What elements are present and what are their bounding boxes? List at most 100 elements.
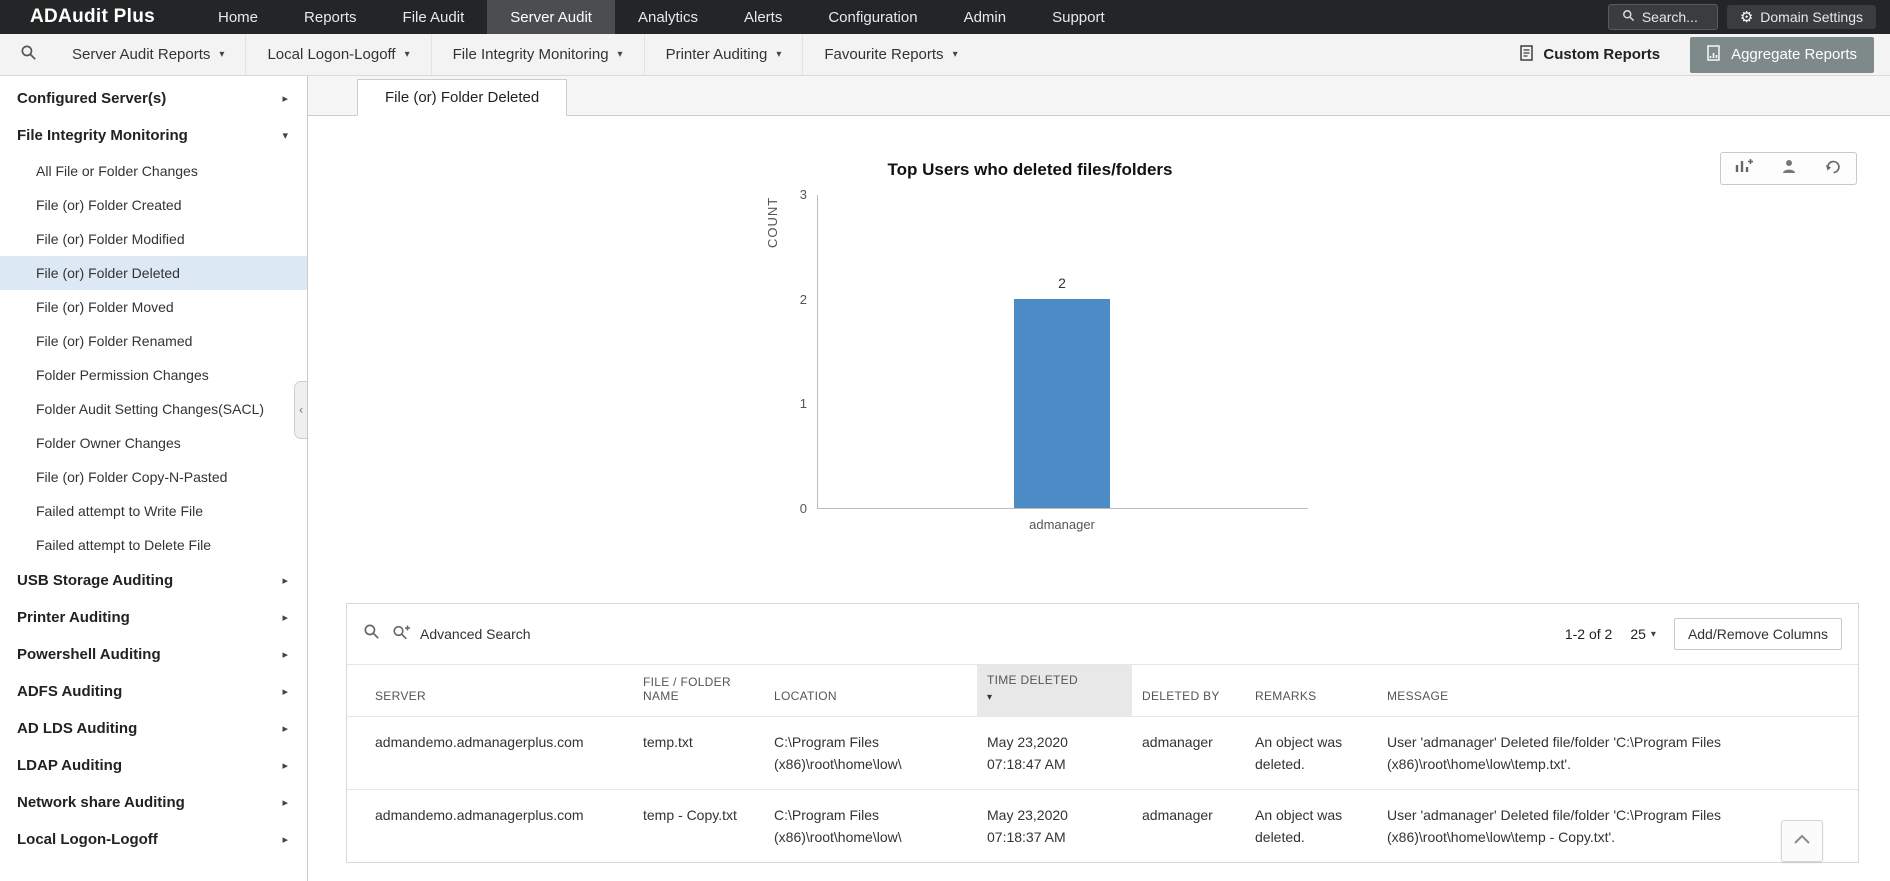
sidebar-item-label: ADFS Auditing [17,683,123,700]
sidebar-subitem[interactable]: Failed attempt to Write File [36,503,204,519]
column-header-server[interactable]: SERVER [347,664,633,717]
export-button[interactable] [1811,153,1856,184]
app-logo[interactable]: ADAudit Plus [30,6,155,27]
chart-type-button[interactable] [1721,153,1766,184]
nav-item-admin[interactable]: Admin [963,8,1007,26]
nav-item-analytics[interactable]: Analytics [637,8,698,26]
nav-item-support[interactable]: Support [1052,8,1105,26]
column-header-message[interactable]: MESSAGE [1377,664,1858,717]
user-icon [1781,158,1797,179]
sidebar-item-adfs-auditing[interactable]: ADFS Auditing ▸ [0,673,307,710]
dropdown-label: Favourite Reports [824,46,944,63]
sidebar-item-label: Network share Auditing [17,794,185,811]
sidebar-item-configured-servers[interactable]: Configured Server(s) ▸ [0,80,307,117]
cell-deleted-by: admanager [1132,716,1245,790]
sidebar-subitem[interactable]: File (or) Folder Copy-N-Pasted [36,469,228,485]
sidebar-item-ldap-auditing[interactable]: LDAP Auditing ▸ [0,747,307,784]
body: Configured Server(s) ▸ File Integrity Mo… [0,76,1890,881]
custom-reports-button[interactable]: Custom Reports [1520,44,1660,65]
tab-file-or-folder-deleted[interactable]: File (or) Folder Deleted [357,79,568,116]
sidebar-subitem[interactable]: File (or) Folder Modified [36,231,185,247]
column-header-remarks[interactable]: REMARKS [1245,664,1377,717]
chevron-right-icon: ▸ [282,722,288,735]
dropdown-local-logon-logoff[interactable]: Local Logon-Logoff ▾ [245,34,430,75]
sidebar-subitem[interactable]: Folder Permission Changes [36,367,209,383]
column-header-deleted-by[interactable]: DELETED BY [1132,664,1245,717]
sidebar-item-printer-auditing[interactable]: Printer Auditing ▸ [0,599,307,636]
user-filter-button[interactable] [1766,153,1811,184]
bar[interactable] [1014,299,1110,508]
chevron-down-icon: ▾ [776,49,782,60]
search-icon [20,44,37,66]
sidebar-item-local-logon-logoff[interactable]: Local Logon-Logoff ▸ [0,821,307,858]
advanced-search-label: Advanced Search [420,626,531,642]
column-header-file-folder-name[interactable]: FILE / FOLDER NAME [633,664,764,717]
dropdown-favourite-reports[interactable]: Favourite Reports ▾ [802,34,978,75]
table-row[interactable]: admandemo.admanagerplus.com temp.txt C:\… [347,716,1858,790]
chevron-down-icon: ▾ [617,49,623,60]
sidebar-subitem[interactable]: Folder Audit Setting Changes(SACL) [36,401,265,417]
cell-server: admandemo.admanagerplus.com [347,716,633,790]
sidebar-subitem[interactable]: File (or) Folder Renamed [36,333,193,349]
aggregate-reports-icon [1707,44,1722,65]
sidebar-subitem[interactable]: File (or) Folder Moved [36,299,174,315]
sidebar-item-powershell-auditing[interactable]: Powershell Auditing ▸ [0,636,307,673]
dropdown-label: Local Logon-Logoff [267,46,396,63]
column-header-location[interactable]: LOCATION [764,664,977,717]
nav-item-home[interactable]: Home [218,8,259,26]
dropdown-server-audit-reports[interactable]: Server Audit Reports ▾ [51,34,245,75]
chevron-down-icon: ▾ [1650,628,1656,640]
sidebar-item-label: AD LDS Auditing [17,720,138,737]
y-tick-label: 2 [799,291,807,307]
cell-message: User 'admanager' Deleted file/folder 'C:… [1377,716,1858,790]
bar-value-label: 2 [1058,275,1066,291]
sidebar-subitem[interactable]: Failed attempt to Delete File [36,537,212,553]
sidebar-item-usb-storage-auditing[interactable]: USB Storage Auditing ▸ [0,562,307,599]
nav-item-reports[interactable]: Reports [304,8,357,26]
table-row[interactable]: admandemo.admanagerplus.com temp - Copy.… [347,789,1858,862]
nav-item-server-audit[interactable]: Server Audit [487,0,615,34]
table-search-button[interactable] [363,623,380,645]
nav-item-configuration[interactable]: Configuration [828,8,918,26]
cell-location: C:\Program Files (x86)\root\home\low\ [764,789,977,862]
sidebar-item-file-integrity-monitoring[interactable]: File Integrity Monitoring ▾ [0,117,307,154]
cell-file-folder-name: temp.txt [633,716,764,790]
dropdown-printer-auditing[interactable]: Printer Auditing ▾ [643,34,803,75]
nav-item-file-audit[interactable]: File Audit [402,8,465,26]
chevron-up-icon [1793,832,1811,850]
chevron-down-icon: ▾ [404,49,410,60]
report-search-button[interactable] [20,34,51,75]
pagination-info: 1-2 of 2 [1564,626,1613,642]
dropdown-label: Server Audit Reports [72,46,211,63]
sidebar-subitem[interactable]: Folder Owner Changes [36,435,181,451]
scroll-to-top-button[interactable] [1781,820,1823,862]
chevron-right-icon: ▸ [282,833,288,846]
nav-item-alerts[interactable]: Alerts [744,8,783,26]
sidebar-subitem-selected[interactable]: File (or) Folder Deleted [0,256,307,290]
sidebar-item-network-share-auditing[interactable]: Network share Auditing ▸ [0,784,307,821]
sidebar-item-label: Configured Server(s) [17,90,167,107]
page-size-value: 25 [1630,626,1646,642]
page-size-select[interactable]: 25 ▾ [1630,626,1656,642]
aggregate-reports-button[interactable]: Aggregate Reports [1690,36,1874,73]
search-button[interactable]: Search... [1607,4,1718,30]
domain-settings-button[interactable]: ⚙ Domain Settings [1726,5,1876,29]
table-toolbar: Advanced Search 1-2 of 2 25 ▾ Add/Remove… [347,604,1858,664]
cell-remarks: An object was deleted. [1245,789,1377,862]
column-header-time-deleted[interactable]: TIME DELETED ▾ [977,664,1132,717]
sidebar-subitem[interactable]: File (or) Folder Created [36,197,182,213]
y-tick-label: 1 [799,396,807,412]
advanced-search-button[interactable]: Advanced Search [392,624,531,644]
sidebar-subitem[interactable]: All File or Folder Changes [36,163,198,179]
cell-server: admandemo.admanagerplus.com [347,789,633,862]
column-header-label: TIME DELETED [987,673,1078,687]
aggregate-reports-label: Aggregate Reports [1731,46,1857,63]
sidebar-item-ad-lds-auditing[interactable]: AD LDS Auditing ▸ [0,710,307,747]
dropdown-file-integrity-monitoring[interactable]: File Integrity Monitoring ▾ [430,34,644,75]
chevron-down-icon: ▾ [219,49,225,60]
sidebar-collapse-handle[interactable]: ‹ [294,381,307,439]
cell-file-folder-name: temp - Copy.txt [633,789,764,862]
cell-time-deleted: May 23,2020 07:18:37 AM [977,789,1132,862]
add-remove-columns-button[interactable]: Add/Remove Columns [1673,618,1842,650]
chevron-right-icon: ▸ [282,685,288,698]
